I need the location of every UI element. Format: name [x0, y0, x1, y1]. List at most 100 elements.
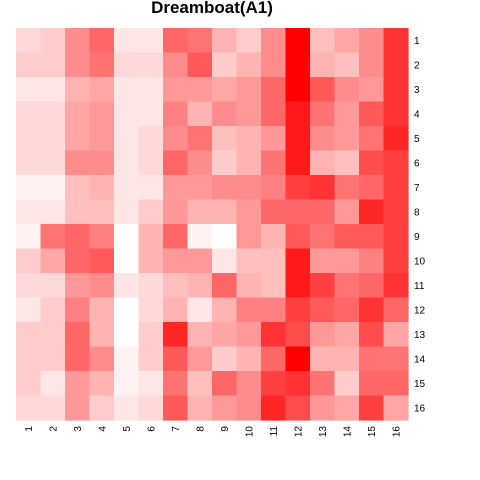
- heatmap-cell-r16-c6: [138, 395, 164, 421]
- y-tick-label: 16: [414, 403, 426, 414]
- heatmap-cell-r4-c13: [310, 101, 336, 127]
- heatmap-cell-r2-c10: [236, 52, 262, 78]
- y-tick-label: 14: [414, 354, 426, 365]
- heatmap-cell-r2-c15: [359, 52, 385, 78]
- heatmap-cell-r6-c5: [114, 150, 140, 176]
- heatmap-cell-r11-c15: [359, 273, 385, 299]
- heatmap-cell-r6-c1: [16, 150, 42, 176]
- heatmap-cell-r8-c10: [236, 199, 262, 225]
- heatmap-cell-r15-c12: [285, 371, 311, 397]
- heatmap-cell-r11-c7: [163, 273, 189, 299]
- heatmap-cell-r12-c13: [310, 297, 336, 323]
- heatmap-cell-r13-c15: [359, 322, 385, 348]
- x-tick-label: 2: [48, 426, 59, 432]
- heatmap-cell-r14-c5: [114, 346, 140, 372]
- heatmap-cell-r16-c1: [16, 395, 42, 421]
- heatmap-cell-r5-c6: [138, 126, 164, 152]
- heatmap-cell-r12-c12: [285, 297, 311, 323]
- heatmap-cell-r3-c5: [114, 77, 140, 103]
- heatmap-cell-r5-c14: [334, 126, 360, 152]
- heatmap-cell-r3-c14: [334, 77, 360, 103]
- x-tick-label: 13: [318, 426, 329, 438]
- heatmap-cell-r9-c14: [334, 224, 360, 250]
- heatmap-cell-r4-c4: [89, 101, 115, 127]
- heatmap-cell-r1-c8: [187, 28, 213, 54]
- heatmap-cell-r15-c8: [187, 371, 213, 397]
- heatmap-cell-r3-c11: [261, 77, 287, 103]
- heatmap-cell-r8-c15: [359, 199, 385, 225]
- x-tick-label: 10: [244, 426, 255, 438]
- heatmap-cell-r3-c9: [212, 77, 238, 103]
- heatmap-cell-r15-c10: [236, 371, 262, 397]
- heatmap-cell-r7-c14: [334, 175, 360, 201]
- heatmap-cell-r13-c8: [187, 322, 213, 348]
- heatmap-cell-r13-c12: [285, 322, 311, 348]
- heatmap-cell-r15-c4: [89, 371, 115, 397]
- heatmap-cell-r9-c13: [310, 224, 336, 250]
- heatmap-cell-r14-c7: [163, 346, 189, 372]
- heatmap-cell-r4-c12: [285, 101, 311, 127]
- heatmap-cell-r13-c11: [261, 322, 287, 348]
- heatmap-cell-r15-c1: [16, 371, 42, 397]
- heatmap-cell-r1-c6: [138, 28, 164, 54]
- heatmap-cell-r6-c6: [138, 150, 164, 176]
- heatmap-cell-r4-c6: [138, 101, 164, 127]
- heatmap-cell-r7-c9: [212, 175, 238, 201]
- heatmap-cell-r1-c7: [163, 28, 189, 54]
- heatmap-cell-r5-c9: [212, 126, 238, 152]
- heatmap-cell-r14-c8: [187, 346, 213, 372]
- heatmap-cell-r7-c11: [261, 175, 287, 201]
- heatmap-cell-r5-c11: [261, 126, 287, 152]
- heatmap-cell-r13-c16: [383, 322, 409, 348]
- x-tick-label: 12: [293, 426, 304, 438]
- heatmap-cell-r7-c16: [383, 175, 409, 201]
- heatmap-cell-r1-c15: [359, 28, 385, 54]
- heatmap-cell-r13-c7: [163, 322, 189, 348]
- heatmap-cell-r7-c7: [163, 175, 189, 201]
- heatmap-cell-r4-c16: [383, 101, 409, 127]
- heatmap-cell-r8-c13: [310, 199, 336, 225]
- x-tick-label: 6: [146, 426, 157, 432]
- heatmap-cell-r4-c8: [187, 101, 213, 127]
- heatmap-cell-r2-c8: [187, 52, 213, 78]
- heatmap-cell-r7-c13: [310, 175, 336, 201]
- heatmap-cell-r4-c14: [334, 101, 360, 127]
- y-tick-label: 10: [414, 256, 426, 267]
- y-tick-label: 13: [414, 330, 426, 341]
- heatmap-cell-r2-c11: [261, 52, 287, 78]
- heatmap-cell-r14-c9: [212, 346, 238, 372]
- heatmap-cell-r1-c14: [334, 28, 360, 54]
- heatmap-cell-r4-c5: [114, 101, 140, 127]
- heatmap-cell-r4-c3: [65, 101, 91, 127]
- heatmap-cell-r6-c10: [236, 150, 262, 176]
- heatmap-cell-r13-c13: [310, 322, 336, 348]
- heatmap-cell-r14-c13: [310, 346, 336, 372]
- heatmap-cell-r11-c9: [212, 273, 238, 299]
- heatmap-cell-r2-c14: [334, 52, 360, 78]
- heatmap-cell-r11-c3: [65, 273, 91, 299]
- heatmap-cell-r4-c2: [40, 101, 66, 127]
- heatmap-cell-r12-c5: [114, 297, 140, 323]
- y-tick-label: 5: [414, 134, 420, 145]
- heatmap-cell-r16-c2: [40, 395, 66, 421]
- x-tick-label: 11: [269, 426, 280, 437]
- heatmap-cell-r6-c11: [261, 150, 287, 176]
- heatmap-cell-r15-c16: [383, 371, 409, 397]
- y-tick-label: 15: [414, 379, 426, 390]
- heatmap-cell-r15-c13: [310, 371, 336, 397]
- heatmap-cell-r15-c9: [212, 371, 238, 397]
- heatmap-cell-r2-c6: [138, 52, 164, 78]
- y-tick-label: 3: [414, 85, 420, 96]
- heatmap-cell-r13-c3: [65, 322, 91, 348]
- heatmap-cell-r2-c1: [16, 52, 42, 78]
- y-tick-label: 12: [414, 305, 426, 316]
- heatmap-cell-r6-c12: [285, 150, 311, 176]
- heatmap-cell-r11-c1: [16, 273, 42, 299]
- heatmap-cell-r4-c1: [16, 101, 42, 127]
- heatmap-cell-r13-c2: [40, 322, 66, 348]
- heatmap-cell-r11-c8: [187, 273, 213, 299]
- heatmap-cell-r2-c4: [89, 52, 115, 78]
- heatmap-cell-r7-c15: [359, 175, 385, 201]
- heatmap-cell-r1-c13: [310, 28, 336, 54]
